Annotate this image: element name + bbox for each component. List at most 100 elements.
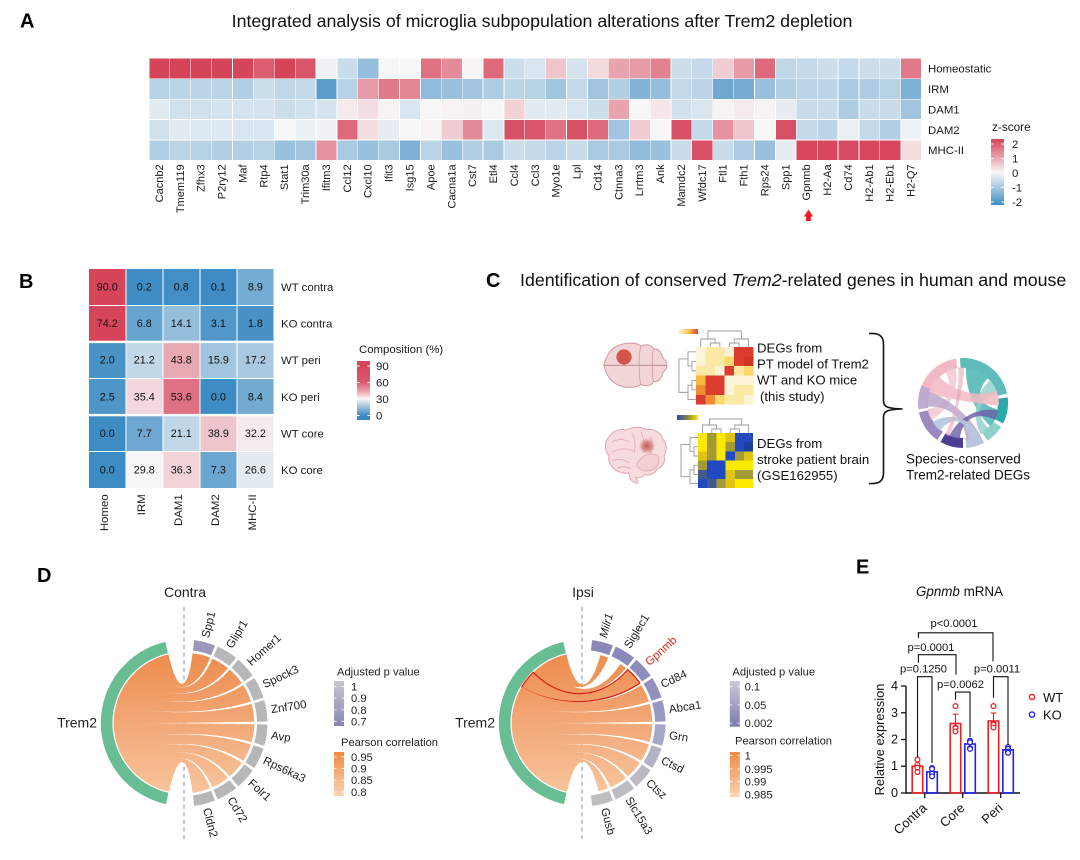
svg-text:Rtp4: Rtp4 [258,164,270,187]
svg-text:0: 0 [376,411,382,423]
svg-text:Adjusted p value: Adjusted p value [732,667,815,679]
svg-text:0.8: 0.8 [351,705,367,717]
svg-text:14.1: 14.1 [171,318,192,330]
svg-text:MHC-II: MHC-II [928,145,964,157]
svg-text:H2-Ab1: H2-Ab1 [864,164,876,201]
svg-text:KO contra: KO contra [281,319,333,331]
svg-text:Homeo: Homeo [99,494,111,531]
svg-text:21.2: 21.2 [134,355,155,367]
svg-text:1: 1 [1012,154,1018,166]
svg-text:WT contra: WT contra [281,282,334,294]
svg-text:Mamdc2: Mamdc2 [676,164,688,206]
svg-text:Contra: Contra [164,584,206,600]
svg-text:Lpl: Lpl [572,164,584,179]
svg-text:8.9: 8.9 [248,282,263,294]
svg-text:(GSE162955): (GSE162955) [757,468,838,483]
svg-text:WT peri: WT peri [281,355,321,367]
svg-text:2: 2 [1012,139,1018,151]
svg-text:KO peri: KO peri [281,392,320,404]
svg-text:Maf: Maf [238,163,250,182]
svg-text:Etl4: Etl4 [488,164,500,183]
svg-text:P2ry12: P2ry12 [217,164,229,199]
svg-text:1: 1 [351,682,357,694]
svg-text:H2-Q7: H2-Q7 [906,164,918,196]
svg-text:IRM: IRM [136,494,148,515]
svg-text:38.9: 38.9 [208,428,229,440]
svg-text:Trem2-related DEGs: Trem2-related DEGs [906,468,1030,483]
svg-text:Isg15: Isg15 [405,164,417,191]
svg-text:(this study): (this study) [760,389,825,404]
svg-text:p=0.0001: p=0.0001 [908,642,955,654]
svg-text:15.9: 15.9 [208,355,229,367]
svg-text:IRM: IRM [928,84,949,96]
svg-text:Homeostatic: Homeostatic [928,63,992,75]
svg-text:Pearson correlation: Pearson correlation [341,737,438,749]
svg-text:0.2: 0.2 [137,282,152,294]
svg-text:Spp1: Spp1 [780,164,792,190]
svg-text:Abca1: Abca1 [668,699,702,716]
svg-text:Ftl1: Ftl1 [718,164,730,182]
svg-text:2.5: 2.5 [100,391,115,403]
svg-text:30: 30 [376,394,389,406]
svg-text:-1: -1 [1012,183,1022,195]
svg-text:Myo1e: Myo1e [551,164,563,197]
svg-text:Milr1: Milr1 [598,612,616,639]
svg-text:0.0: 0.0 [211,391,226,403]
svg-text:Ank: Ank [655,164,667,183]
svg-text:Grn: Grn [668,730,689,745]
svg-text:0.1: 0.1 [745,682,761,694]
svg-text:Cd14: Cd14 [592,164,604,190]
svg-text:PT model of Trem2: PT model of Trem2 [757,357,869,372]
svg-text:p<0.0001: p<0.0001 [931,618,978,630]
svg-text:Cst7: Cst7 [467,164,479,187]
svg-text:Cacnb2: Cacnb2 [154,164,166,202]
svg-text:Pearson correlation: Pearson correlation [735,736,832,748]
svg-text:DAM2: DAM2 [928,125,960,137]
svg-text:35.4: 35.4 [134,391,155,403]
svg-text:0.85: 0.85 [351,775,373,787]
svg-text:Ccl12: Ccl12 [342,164,354,192]
svg-text:Ifit3: Ifit3 [384,164,396,182]
svg-text:0.99: 0.99 [745,777,767,789]
svg-text:C: C [486,270,500,292]
svg-text:7.3: 7.3 [211,465,226,477]
svg-text:B: B [19,271,33,293]
svg-text:Cacna1a: Cacna1a [446,164,458,209]
svg-text:43.8: 43.8 [171,355,192,367]
svg-text:KO core: KO core [281,465,323,477]
svg-text:Composition (%): Composition (%) [359,344,443,356]
svg-text:z-score: z-score [992,120,1031,134]
svg-text:1: 1 [745,751,751,763]
svg-text:0.95: 0.95 [351,752,373,764]
svg-text:1.8: 1.8 [248,318,263,330]
svg-text:0.9: 0.9 [351,764,367,776]
svg-text:0.0: 0.0 [100,428,115,440]
svg-text:60: 60 [376,378,389,390]
svg-text:p=0.1250: p=0.1250 [900,664,947,676]
svg-text:Gpnmb mRNA: Gpnmb mRNA [916,584,1003,599]
svg-text:KO: KO [1043,708,1062,723]
svg-text:0.8: 0.8 [174,282,189,294]
svg-text:2.0: 2.0 [100,355,115,367]
svg-text:Stat1: Stat1 [279,164,291,190]
svg-text:6.8: 6.8 [137,318,152,330]
svg-text:0.985: 0.985 [745,789,773,801]
svg-text:0.8: 0.8 [351,787,367,799]
svg-text:7.7: 7.7 [137,428,152,440]
svg-text:0.7: 0.7 [351,716,367,728]
svg-text:90.0: 90.0 [97,282,118,294]
svg-text:29.8: 29.8 [134,465,155,477]
svg-text:Ifitm3: Ifitm3 [321,164,333,191]
svg-text:-2: -2 [1012,197,1022,209]
svg-text:Identification of conserved Tr: Identification of conserved Trem2-relate… [520,270,1066,290]
svg-text:DEGs from: DEGs from [757,436,822,451]
svg-text:0.002: 0.002 [745,718,773,730]
svg-text:74.2: 74.2 [97,318,118,330]
svg-text:Ipsi: Ipsi [572,584,594,600]
svg-text:DEGs from: DEGs from [757,341,822,356]
svg-text:Lrrtm3: Lrrtm3 [634,164,646,196]
svg-text:Trem2: Trem2 [455,715,495,731]
svg-text:WT: WT [1043,690,1063,705]
svg-text:3.1: 3.1 [211,318,226,330]
svg-text:21.1: 21.1 [171,428,192,440]
